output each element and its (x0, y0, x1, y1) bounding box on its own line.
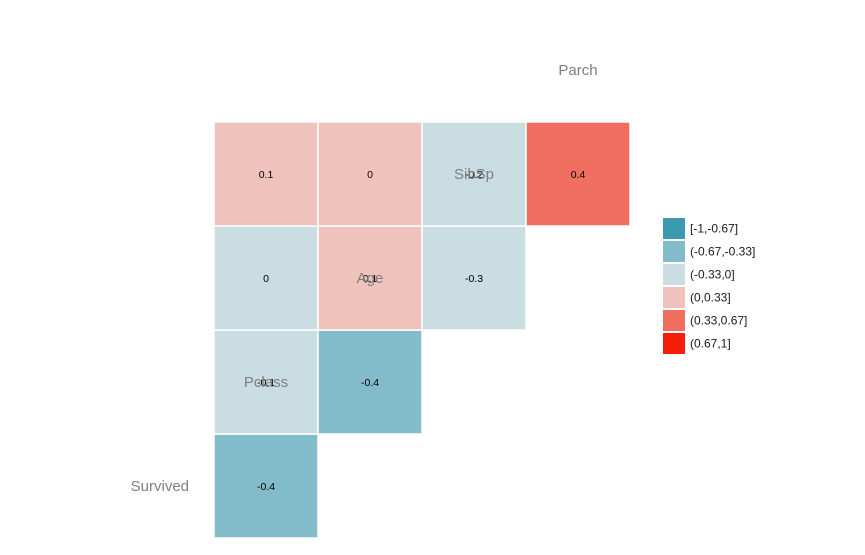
legend-swatch-1 (663, 241, 685, 262)
legend-swatch-2 (663, 264, 685, 285)
cell-label-sibsp-survived: 0 (263, 273, 269, 285)
cell-parch-survived (213, 121, 319, 227)
variable-label-age: Age (357, 270, 384, 287)
cell-label-age-pclass: -0.4 (361, 377, 379, 389)
legend-swatch-4 (663, 310, 685, 331)
cell-pclass-survived (213, 433, 319, 539)
cell-sibsp-survived (213, 225, 319, 331)
heatmap-cells (213, 121, 631, 539)
cell-sibsp-age (421, 225, 527, 331)
legend-label-5: (0.67,1] (690, 337, 731, 351)
legend-swatch-0 (663, 218, 685, 239)
cell-label-parch-sibsp: 0.4 (571, 169, 586, 181)
legend-label-0: [-1,-0.67] (690, 222, 738, 236)
variable-label-survived: Survived (131, 478, 189, 495)
variable-labels: Survived Pclass Age SibSp Parch (131, 62, 598, 495)
cell-label-parch-age: -0.2 (465, 169, 483, 181)
cell-parch-pclass (317, 121, 423, 227)
cell-label-pclass-survived: -0.4 (257, 481, 275, 493)
legend-swatch-3 (663, 287, 685, 308)
legend-label-3: (0,0.33] (690, 291, 731, 305)
variable-label-pclass: Pclass (244, 374, 288, 391)
cell-label-parch-pclass: 0 (367, 169, 373, 181)
variable-label-parch: Parch (558, 62, 597, 79)
variable-label-sibsp: SibSp (454, 166, 494, 183)
legend-label-2: (-0.33,0] (690, 268, 735, 282)
cell-label-sibsp-pclass: 0.1 (363, 273, 378, 285)
legend-swatch-5 (663, 333, 685, 354)
cell-label-age-survived: -0.1 (257, 377, 275, 389)
legend-label-4: (0.33,0.67] (690, 314, 747, 328)
legend: [-1,-0.67] (-0.67,-0.33] (-0.33,0] (0,0.33]… (663, 218, 755, 354)
legend-label-1: (-0.67,-0.33] (690, 245, 755, 259)
cell-sibsp-pclass (317, 225, 423, 331)
cell-parch-sibsp (525, 121, 631, 227)
cell-label-parch-survived: 0.1 (259, 169, 274, 181)
cell-label-sibsp-age: -0.3 (465, 273, 483, 285)
cell-age-survived (213, 329, 319, 435)
heatmap-cell-labels: -0.4 -0.1 -0.4 0 0.1 -0.3 0.1 0 -0.2 0.4 (257, 169, 585, 493)
cell-parch-age (421, 121, 527, 227)
